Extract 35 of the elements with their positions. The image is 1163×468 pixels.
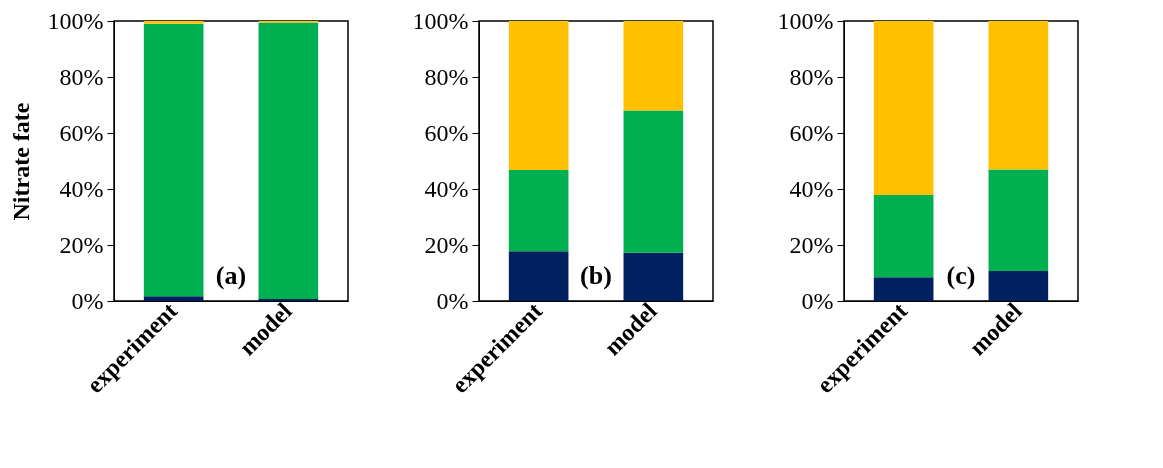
y-tick-label: 80% <box>59 63 104 90</box>
y-axis-title: Nitrate fate <box>7 102 34 221</box>
bar <box>623 110 684 253</box>
y-tick-label: 40% <box>424 175 469 202</box>
annotation: (b) <box>580 261 612 290</box>
bar <box>623 252 684 301</box>
annotation: (a) <box>215 261 247 290</box>
bar <box>508 21 569 170</box>
bar <box>988 21 1049 170</box>
bar <box>143 21 204 24</box>
y-tick-label: 60% <box>59 119 104 146</box>
y-tick-label: 80% <box>424 63 469 90</box>
y-tick-label: 20% <box>424 231 469 258</box>
y-tick-label: 20% <box>59 231 104 258</box>
y-tick-label: 60% <box>789 119 834 146</box>
bar <box>873 194 934 278</box>
y-tick-label: 80% <box>789 63 834 90</box>
y-tick-label: 20% <box>789 231 834 258</box>
bar <box>143 296 204 301</box>
y-tick-label: 40% <box>59 175 104 202</box>
bar <box>508 169 569 252</box>
bar <box>623 21 684 111</box>
y-tick-label: 100% <box>412 7 469 34</box>
y-tick-label: 100% <box>777 7 834 34</box>
bar <box>258 22 319 300</box>
bar <box>988 169 1049 272</box>
y-tick-label: 40% <box>789 175 834 202</box>
bar <box>873 21 934 195</box>
bar <box>873 277 934 301</box>
bar <box>988 271 1049 301</box>
y-tick-label: 100% <box>47 7 104 34</box>
y-tick-label: 60% <box>424 119 469 146</box>
bar <box>143 23 204 297</box>
annotation: (c) <box>946 261 976 290</box>
bar <box>508 251 569 301</box>
